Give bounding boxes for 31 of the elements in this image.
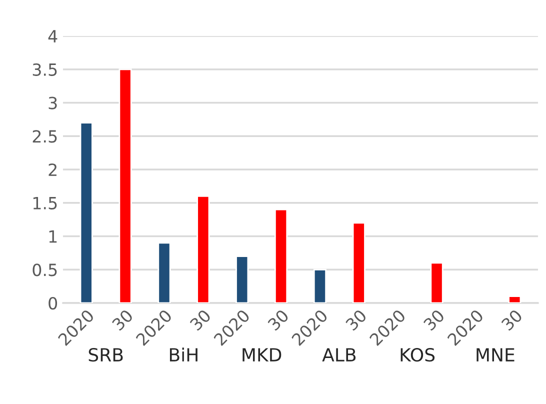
text: KOS [400,348,435,362]
bar [80,122,93,303]
text: BiH [170,348,198,362]
x-tick-label: 30 [267,308,290,332]
bar [430,262,444,303]
y-tick-label: 2 [48,163,56,176]
bar [313,268,326,303]
y-tick-label: 2.5 [32,130,57,143]
bar [274,208,288,303]
y-tick-label: 0.5 [32,264,57,276]
y-tick-label: 1.5 [33,197,57,210]
x-tick-label: 30 [500,308,523,332]
y-tick-label: 4 [48,30,58,42]
text: ALB [322,348,356,362]
y-tick-label: 3.5 [32,63,57,76]
bar [118,68,132,303]
text: SRB [88,348,123,362]
text: MNE [476,348,514,362]
text: MKD [242,348,282,362]
y-tick-label: 3 [48,96,57,110]
bar [196,196,210,303]
bar [236,256,249,303]
x-tick-label: 30 [189,308,212,332]
y-tick-label: 1 [49,230,57,243]
bar [508,296,522,303]
x-tick-label: 30 [345,308,368,332]
x-tick-label: 30 [422,308,446,332]
bar [158,242,171,303]
y-tick-label: 0 [48,296,58,310]
x-tick-label: 30 [111,308,134,332]
bar [352,222,366,303]
